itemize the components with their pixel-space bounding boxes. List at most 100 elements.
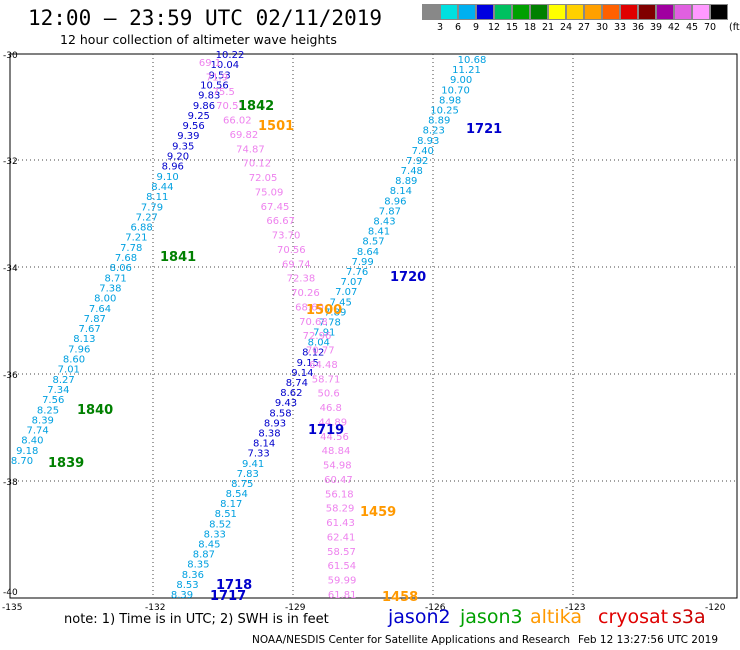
pass-time-label: 1721 <box>466 122 502 137</box>
wave-height-value: 8.89 <box>395 176 417 187</box>
wave-height-value: 9.10 <box>156 172 178 183</box>
wave-height-value: 50.6 <box>317 389 339 400</box>
wave-height-value: 8.71 <box>104 273 126 284</box>
latitude-label: -30 <box>3 51 18 61</box>
wave-height-value: 8.11 <box>146 192 168 203</box>
pass-time-label: 1719 <box>308 423 344 438</box>
timestamp-text: Feb 12 13:27:56 UTC 2019 <box>578 634 718 646</box>
wave-height-value: 58.57 <box>327 547 356 558</box>
wave-height-value: 8.27 <box>52 375 74 386</box>
wave-height-value: 9.83 <box>198 91 220 102</box>
colorbar-swatch <box>548 4 566 20</box>
colorbar-swatch <box>674 4 692 20</box>
wave-height-value: 9.53 <box>208 70 230 81</box>
wave-height-value: 8.17 <box>220 499 242 510</box>
wave-height-value: 8.39 <box>32 415 54 426</box>
wave-height-value: 7.76 <box>346 267 368 278</box>
wave-height-value: 8.45 <box>198 540 220 551</box>
wave-height-value: 9.20 <box>167 152 189 163</box>
wave-height-value: 9.43 <box>275 398 297 409</box>
wave-height-value: 8.33 <box>204 529 226 540</box>
wave-height-value: 46.8 <box>320 403 342 414</box>
wave-height-value: 70.51 <box>216 101 245 112</box>
colorbar-tick-label: 70 <box>703 22 717 33</box>
wave-height-value: 8.62 <box>280 388 302 399</box>
wave-height-value: 8.98 <box>439 95 461 106</box>
colorbar-swatch <box>458 4 476 20</box>
wave-height-value: 9.39 <box>177 131 199 142</box>
wave-height-value: 8.54 <box>226 489 248 500</box>
wave-height-value: 9.35 <box>172 141 194 152</box>
colorbar-tick-label: 6 <box>454 22 462 33</box>
colorbar-tick-label: 39 <box>649 22 663 33</box>
colorbar-tick-label: 12 <box>487 22 501 33</box>
wave-height-value: 9.00 <box>450 75 472 86</box>
wave-height-value: 9.14 <box>291 368 313 379</box>
colorbar-tick-label: 27 <box>577 22 591 33</box>
note-text: note: 1) Time is in UTC; 2) SWH is in fe… <box>64 612 329 627</box>
wave-height-value: 44.89 <box>318 418 347 429</box>
wave-height-value: 9.25 <box>188 111 210 122</box>
wave-height-value: 10.56 <box>200 81 229 92</box>
wave-height-value: 7.99 <box>351 257 373 268</box>
wave-height-value: 9.86 <box>193 101 215 112</box>
wave-height-value: 8.44 <box>151 182 173 193</box>
colorbar-tick-label: 36 <box>631 22 645 33</box>
wave-height-value: 8.51 <box>215 509 237 520</box>
wave-height-value: 67.45 <box>261 202 290 213</box>
wave-height-value: 56.18 <box>325 489 354 500</box>
wave-height-value: 6.88 <box>130 223 152 234</box>
wave-height-value: 10.04 <box>210 60 239 71</box>
wave-height-value: 70.26 <box>291 288 320 299</box>
colorbar-swatch <box>656 4 674 20</box>
colorbar-swatch <box>710 4 728 20</box>
latitude-label: -32 <box>3 157 18 167</box>
latitude-label: -38 <box>3 478 18 488</box>
pass-time-label: 1720 <box>390 270 426 285</box>
colorbar-tick-label: 3 <box>436 22 444 33</box>
wave-height-value: 7.89 <box>324 307 346 318</box>
wave-height-value: 70.12 <box>242 159 271 170</box>
wave-height-value: 70.68 <box>299 317 328 328</box>
pass-time-label: 1500 <box>306 303 342 318</box>
wave-height-value: 61.54 <box>327 561 356 572</box>
colorbar-swatch <box>422 4 440 20</box>
wave-height-value: 7.48 <box>401 166 423 177</box>
wave-height-value: 8.35 <box>187 560 209 571</box>
wave-height-value: 7.33 <box>247 449 269 460</box>
wave-height-value: 7.34 <box>47 385 69 396</box>
colorbar-unit: (ft) <box>729 22 740 33</box>
wave-height-value: 71.9 <box>206 72 228 83</box>
wave-height-value: 11.21 <box>452 65 481 76</box>
wave-height-value: 7.78 <box>120 243 142 254</box>
colorbar-swatch <box>584 4 602 20</box>
wave-height-value: 69.74 <box>282 259 311 270</box>
wave-height-value: 7.40 <box>412 146 434 157</box>
wave-height-value: 66.67 <box>266 216 295 227</box>
wave-height-value: 8.12 <box>302 348 324 359</box>
wave-height-value: 8.53 <box>176 580 198 591</box>
wave-height-value: 8.41 <box>368 227 390 238</box>
wave-height-value: 10.70 <box>441 85 470 96</box>
longitude-label: -132 <box>145 603 165 613</box>
wave-height-value: 8.36 <box>182 570 204 581</box>
wave-height-value: 8.25 <box>37 405 59 416</box>
wave-height-value: 8.57 <box>362 237 384 248</box>
colorbar-tick-label: 15 <box>505 22 519 33</box>
wave-height-value: 7.96 <box>68 344 90 355</box>
colorbar-swatch <box>566 4 584 20</box>
wave-height-value: 7.01 <box>58 365 80 376</box>
wave-height-value: 8.40 <box>21 436 43 447</box>
wave-height-value: 8.00 <box>94 294 116 305</box>
wave-height-value: 7.87 <box>379 206 401 217</box>
pass-time-label: 1840 <box>77 403 113 418</box>
wave-height-value: 8.96 <box>162 162 184 173</box>
pass-time-label: 1842 <box>238 99 274 114</box>
wave-height-value: 74.87 <box>236 144 265 155</box>
latitude-label: -34 <box>3 264 18 274</box>
longitude-label: -120 <box>705 603 726 613</box>
credit-text: NOAA/NESDIS Center for Satellite Applica… <box>252 634 570 646</box>
colorbar-tick-label: 30 <box>595 22 609 33</box>
wave-height-value: 7.45 <box>330 297 352 308</box>
wave-height-value: 8.87 <box>193 550 215 561</box>
